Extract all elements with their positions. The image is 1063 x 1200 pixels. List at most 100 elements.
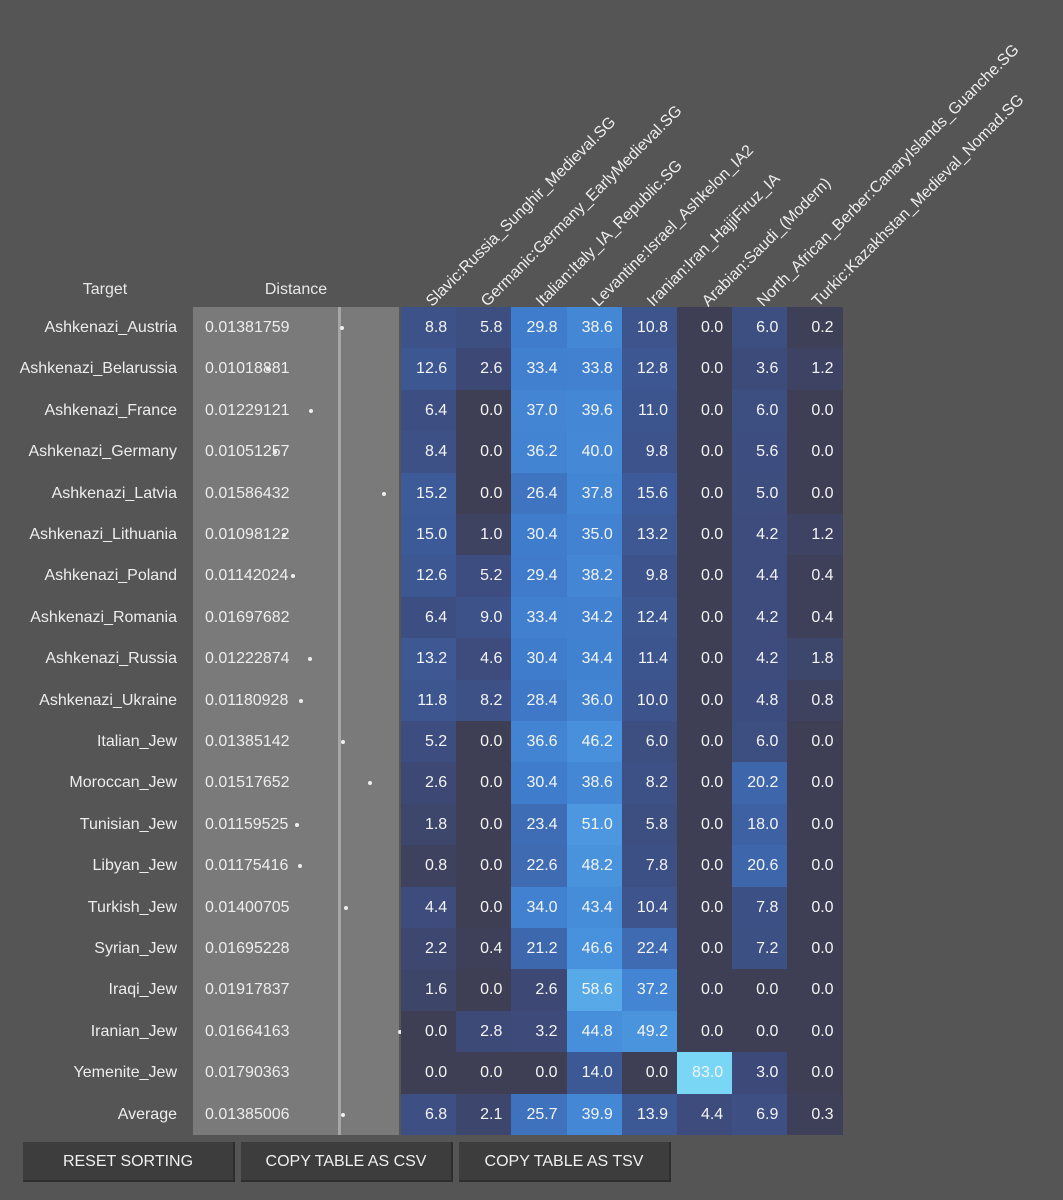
component-cell: 0.0 [456, 886, 512, 928]
component-cell: 0.0 [787, 1052, 843, 1094]
distance-column-header[interactable]: Distance [264, 281, 328, 298]
target-name: Iraqi_Jew [108, 981, 177, 999]
component-cell: 0.0 [787, 721, 843, 763]
distance-value: 0.01222874 [205, 650, 290, 668]
component-cell: 34.2 [566, 596, 622, 639]
component-header-8[interactable]: Turkic:Kazakhstan_Medieval_Nomad.SG [809, 91, 1028, 311]
component-cell: 0.3 [787, 1093, 843, 1135]
component-cell: 37.2 [621, 969, 677, 1011]
component-cell: 11.8 [401, 679, 457, 721]
distance-value: 0.01385142 [205, 733, 290, 750]
component-cell: 38.6 [566, 762, 622, 804]
component-cell: 25.7 [511, 1093, 567, 1135]
component-cell: 0.4 [787, 555, 843, 597]
component-header-7[interactable]: North_African_Berber:CanaryIslands_Guanc… [754, 41, 1023, 311]
component-cell: 26.4 [511, 472, 567, 514]
distance-value: 0.01917837 [205, 981, 290, 999]
table-row: Ashkenazi_Poland 0.01142024 12.6 5.2 29.4 38.… [0, 555, 1063, 597]
distance-dot [340, 326, 345, 330]
target-name: Average [117, 1105, 177, 1123]
component-cell: 2.6 [511, 969, 567, 1011]
distance-dot [291, 574, 296, 579]
distance-dot [307, 657, 312, 662]
component-cell: 44.8 [566, 1010, 622, 1053]
component-cell: 0.0 [787, 762, 843, 804]
component-cell: 30.4 [511, 514, 567, 556]
component-cell: 49.2 [621, 1010, 677, 1053]
component-cell: 6.0 [732, 389, 788, 432]
component-cell: 0.0 [677, 472, 733, 514]
component-cell: 4.2 [732, 596, 788, 639]
table-row: Syrian_Jew 0.01695228 2.2 0.4 21.2 46.6 22.4 0.… [0, 928, 1063, 970]
component-cell: 10.8 [621, 307, 677, 349]
component-cell: 6.4 [401, 596, 457, 639]
component-cell: 6.8 [401, 1093, 457, 1135]
distance-dot [297, 864, 302, 869]
component-cell: 1.6 [401, 969, 457, 1011]
distance-value: 0.01175416 [205, 857, 289, 875]
component-cell: 0.0 [677, 762, 733, 804]
component-cell: 2.1 [456, 1093, 512, 1135]
component-cell: 36.2 [511, 431, 567, 473]
component-cell: 7.8 [621, 845, 677, 887]
component-cell: 13.2 [621, 514, 677, 556]
copy-csv-button[interactable]: COPY TABLE AS CSV [241, 1142, 453, 1182]
target-name: Tunisian_Jew [79, 815, 177, 833]
component-cell: 29.4 [511, 555, 567, 597]
component-cell: 14.0 [566, 1052, 622, 1094]
component-cell: 9.8 [621, 555, 677, 597]
component-cell: 7.8 [732, 886, 788, 928]
distance-column-background [193, 307, 399, 1135]
component-cell: 0.0 [511, 1052, 567, 1094]
component-cell: 0.0 [677, 803, 733, 846]
component-cell: 0.0 [401, 1052, 457, 1094]
average-distance-line [338, 307, 341, 1135]
component-cell: 5.8 [456, 307, 512, 349]
component-cell: 0.0 [456, 762, 512, 804]
table-row: Libyan_Jew 0.01175416 0.8 0.0 22.6 48.2 7.8 0.0… [0, 845, 1063, 887]
table-row: Ashkenazi_France 0.01229121 6.4 0.0 37.0 39.6… [0, 389, 1063, 432]
target-name: Ashkenazi_Romania [30, 608, 177, 626]
component-cell: 83.0 [677, 1052, 733, 1094]
component-cell: 0.0 [456, 845, 512, 887]
reset-sorting-button[interactable]: RESET SORTING [23, 1142, 235, 1182]
component-cell: 12.6 [401, 555, 457, 597]
component-header-1[interactable]: Slavic:Russia_Sunghir_Medieval.SG [423, 113, 620, 311]
component-cell: 0.0 [677, 928, 733, 970]
component-cell: 1.8 [401, 803, 457, 846]
component-cell: 48.2 [566, 845, 622, 887]
target-name: Syrian_Jew [94, 940, 177, 957]
copy-tsv-button[interactable]: COPY TABLE AS TSV [459, 1142, 671, 1182]
component-cell: 10.4 [621, 886, 677, 928]
component-cell: 0.0 [456, 472, 512, 514]
component-cell: 0.0 [787, 886, 843, 928]
distance-dot [340, 1112, 345, 1117]
target-column-header[interactable]: Target [82, 281, 128, 298]
distance-dot [294, 822, 299, 827]
component-cell: 11.0 [621, 389, 677, 432]
component-cell: 5.2 [456, 555, 512, 597]
component-cell: 15.0 [401, 514, 457, 556]
table-row: Ashkenazi_Latvia 0.01586432 15.2 0.0 26.4 37.… [0, 472, 1063, 514]
component-cell: 15.2 [401, 472, 457, 514]
component-cell: 0.0 [732, 969, 788, 1011]
component-cell: 58.6 [566, 969, 622, 1011]
component-cell: 13.2 [401, 638, 457, 680]
table-row: Ashkenazi_Lithuania 0.01098122 15.0 1.0 30.4… [0, 514, 1063, 556]
component-cell: 33.4 [511, 348, 567, 390]
distance-value: 0.01159525 [205, 815, 289, 833]
component-cell: 39.9 [566, 1093, 622, 1135]
component-cell: 1.2 [787, 514, 843, 556]
component-cell: 0.0 [787, 969, 843, 1011]
table-row: Ashkenazi_Belarussia 0.01018881 12.6 2.6 33.… [0, 348, 1063, 390]
component-header-2[interactable]: Germanic:Germany_EarlyMedieval.SG [478, 102, 686, 311]
component-cell: 0.8 [401, 845, 457, 887]
component-cell: 3.0 [732, 1052, 788, 1094]
component-cell: 6.0 [732, 307, 788, 349]
component-cell: 46.2 [566, 721, 622, 763]
table-row: Ashkenazi_Germany 0.01051257 8.4 0.0 36.2 40.… [0, 431, 1063, 473]
component-cell: 4.6 [456, 638, 512, 680]
distance-dot [368, 781, 373, 786]
distance-value: 0.01790363 [205, 1064, 290, 1082]
